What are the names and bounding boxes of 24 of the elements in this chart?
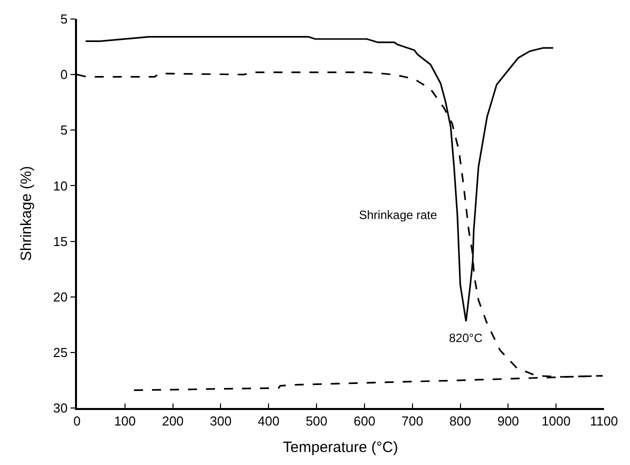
x-tick-label: 1000 bbox=[542, 413, 571, 428]
y-axis-title: Shrinkage (%) bbox=[18, 166, 35, 262]
x-tick-label: 500 bbox=[306, 413, 328, 428]
y-tick-label: 15 bbox=[53, 234, 68, 249]
x-tick-label: 800 bbox=[449, 413, 472, 428]
y-tick-label: 20 bbox=[53, 289, 68, 304]
x-tick-label: 400 bbox=[258, 413, 280, 428]
annotation: Shrinkage rate bbox=[359, 208, 438, 222]
y-tick-label: 5 bbox=[60, 122, 68, 138]
x-tick-label: 300 bbox=[210, 413, 232, 428]
y-tick-label: 25 bbox=[53, 344, 68, 360]
x-tick-label: 0 bbox=[73, 413, 81, 428]
annotation: 820°C bbox=[449, 331, 483, 345]
x-axis-title: Temperature (°C) bbox=[282, 438, 398, 456]
y-tick-label: 0 bbox=[60, 67, 68, 82]
y-tick-label: 5 bbox=[60, 12, 68, 27]
x-tick-label: 1100 bbox=[590, 413, 618, 428]
y-tick-label: 30 bbox=[53, 400, 68, 416]
x-tick-label: 600 bbox=[354, 413, 376, 428]
x-tick-label: 200 bbox=[162, 413, 184, 428]
x-tick-label: 700 bbox=[402, 413, 424, 428]
x-tick-label: 900 bbox=[497, 413, 520, 428]
y-tick-label: 10 bbox=[53, 178, 68, 194]
x-tick-label: 100 bbox=[114, 413, 136, 428]
